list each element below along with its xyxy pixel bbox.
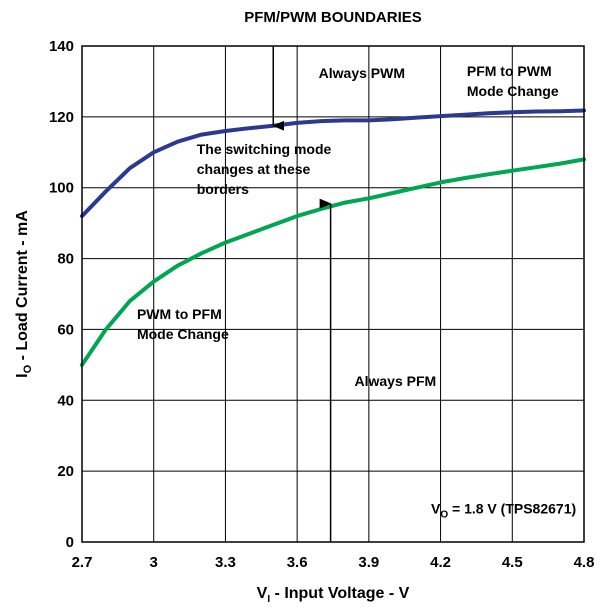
y-tick-label: 80 [57, 251, 74, 268]
annotation-always-pfm: Always PFM [355, 373, 437, 389]
annotation-always-pwm: Always PWM [319, 65, 405, 81]
annotation-line: Mode Change [137, 326, 229, 342]
annotation-line: changes at these [197, 161, 311, 177]
annotation-line: The switching mode [197, 141, 332, 157]
series-line-2 [80, 157, 586, 367]
annotation-vo-label: VO = 1.8 V (TPS82671) [431, 501, 576, 521]
annotation-line: PFM to PWM [467, 63, 552, 79]
y-axis-label-rest: - Load Current - mA [14, 210, 31, 365]
y-axis-label-main: I [14, 373, 31, 377]
x-tick-label: 3.6 [287, 554, 308, 571]
y-tick-label: 60 [57, 321, 74, 338]
y-tick-label: 100 [49, 180, 74, 197]
annotations-group: Always PWM PFM to PWM Mode Change The switc… [137, 63, 576, 521]
x-tick-label: 3.3 [215, 554, 236, 571]
x-tick-label: 4.5 [502, 554, 523, 571]
arrows-group [272, 46, 332, 542]
series-line-1 [80, 108, 586, 219]
y-tick-label: 140 [49, 38, 74, 55]
y-tick-labels: 0 20 40 60 80 100 120 140 [49, 38, 74, 551]
x-tick-label: 4.2 [430, 554, 451, 571]
x-tick-label: 3.9 [358, 554, 379, 571]
x-tick-labels: 2.7 3 3.3 3.6 3.9 4.2 4.5 4.8 [72, 554, 595, 571]
annotation-pfm-to-pwm: PFM to PWM Mode Change [467, 63, 559, 99]
y-tick-label: 20 [57, 463, 74, 480]
series-group [80, 108, 586, 367]
annotation-switching-mode: The switching mode changes at these border… [197, 141, 332, 197]
x-tick-label: 3 [150, 554, 158, 571]
annotation-pwm-to-pfm: PWM to PFM Mode Change [137, 306, 229, 342]
annotation-line: Always PFM [355, 373, 437, 389]
annotation-line: borders [197, 181, 249, 197]
annotation-line: Always PWM [319, 65, 405, 81]
vo-label-main: V [431, 501, 441, 517]
x-tick-label: 4.8 [574, 554, 595, 571]
y-axis-label-sub: O [22, 364, 34, 373]
y-tick-label: 40 [57, 392, 74, 409]
x-axis-label: VI - Input Voltage - V [257, 585, 410, 605]
y-tick-label: 120 [49, 109, 74, 126]
vo-label-rest: = 1.8 V (TPS82671) [448, 501, 576, 517]
chart-title: PFM/PWM BOUNDARIES [244, 9, 422, 26]
x-axis-label-rest: - Input Voltage - V [270, 585, 410, 602]
x-axis-label-sub: I [267, 594, 270, 605]
y-axis-label: IO - Load Current - mA [14, 210, 34, 378]
vo-label-sub: O [440, 510, 448, 521]
annotation-line: Mode Change [467, 83, 559, 99]
grid [82, 46, 584, 542]
annotation-line: PWM to PFM [137, 306, 222, 322]
plot-frame [81, 45, 585, 543]
y-tick-label: 0 [66, 534, 74, 551]
x-axis-label-main: V [257, 585, 268, 602]
x-tick-label: 2.7 [72, 554, 93, 571]
